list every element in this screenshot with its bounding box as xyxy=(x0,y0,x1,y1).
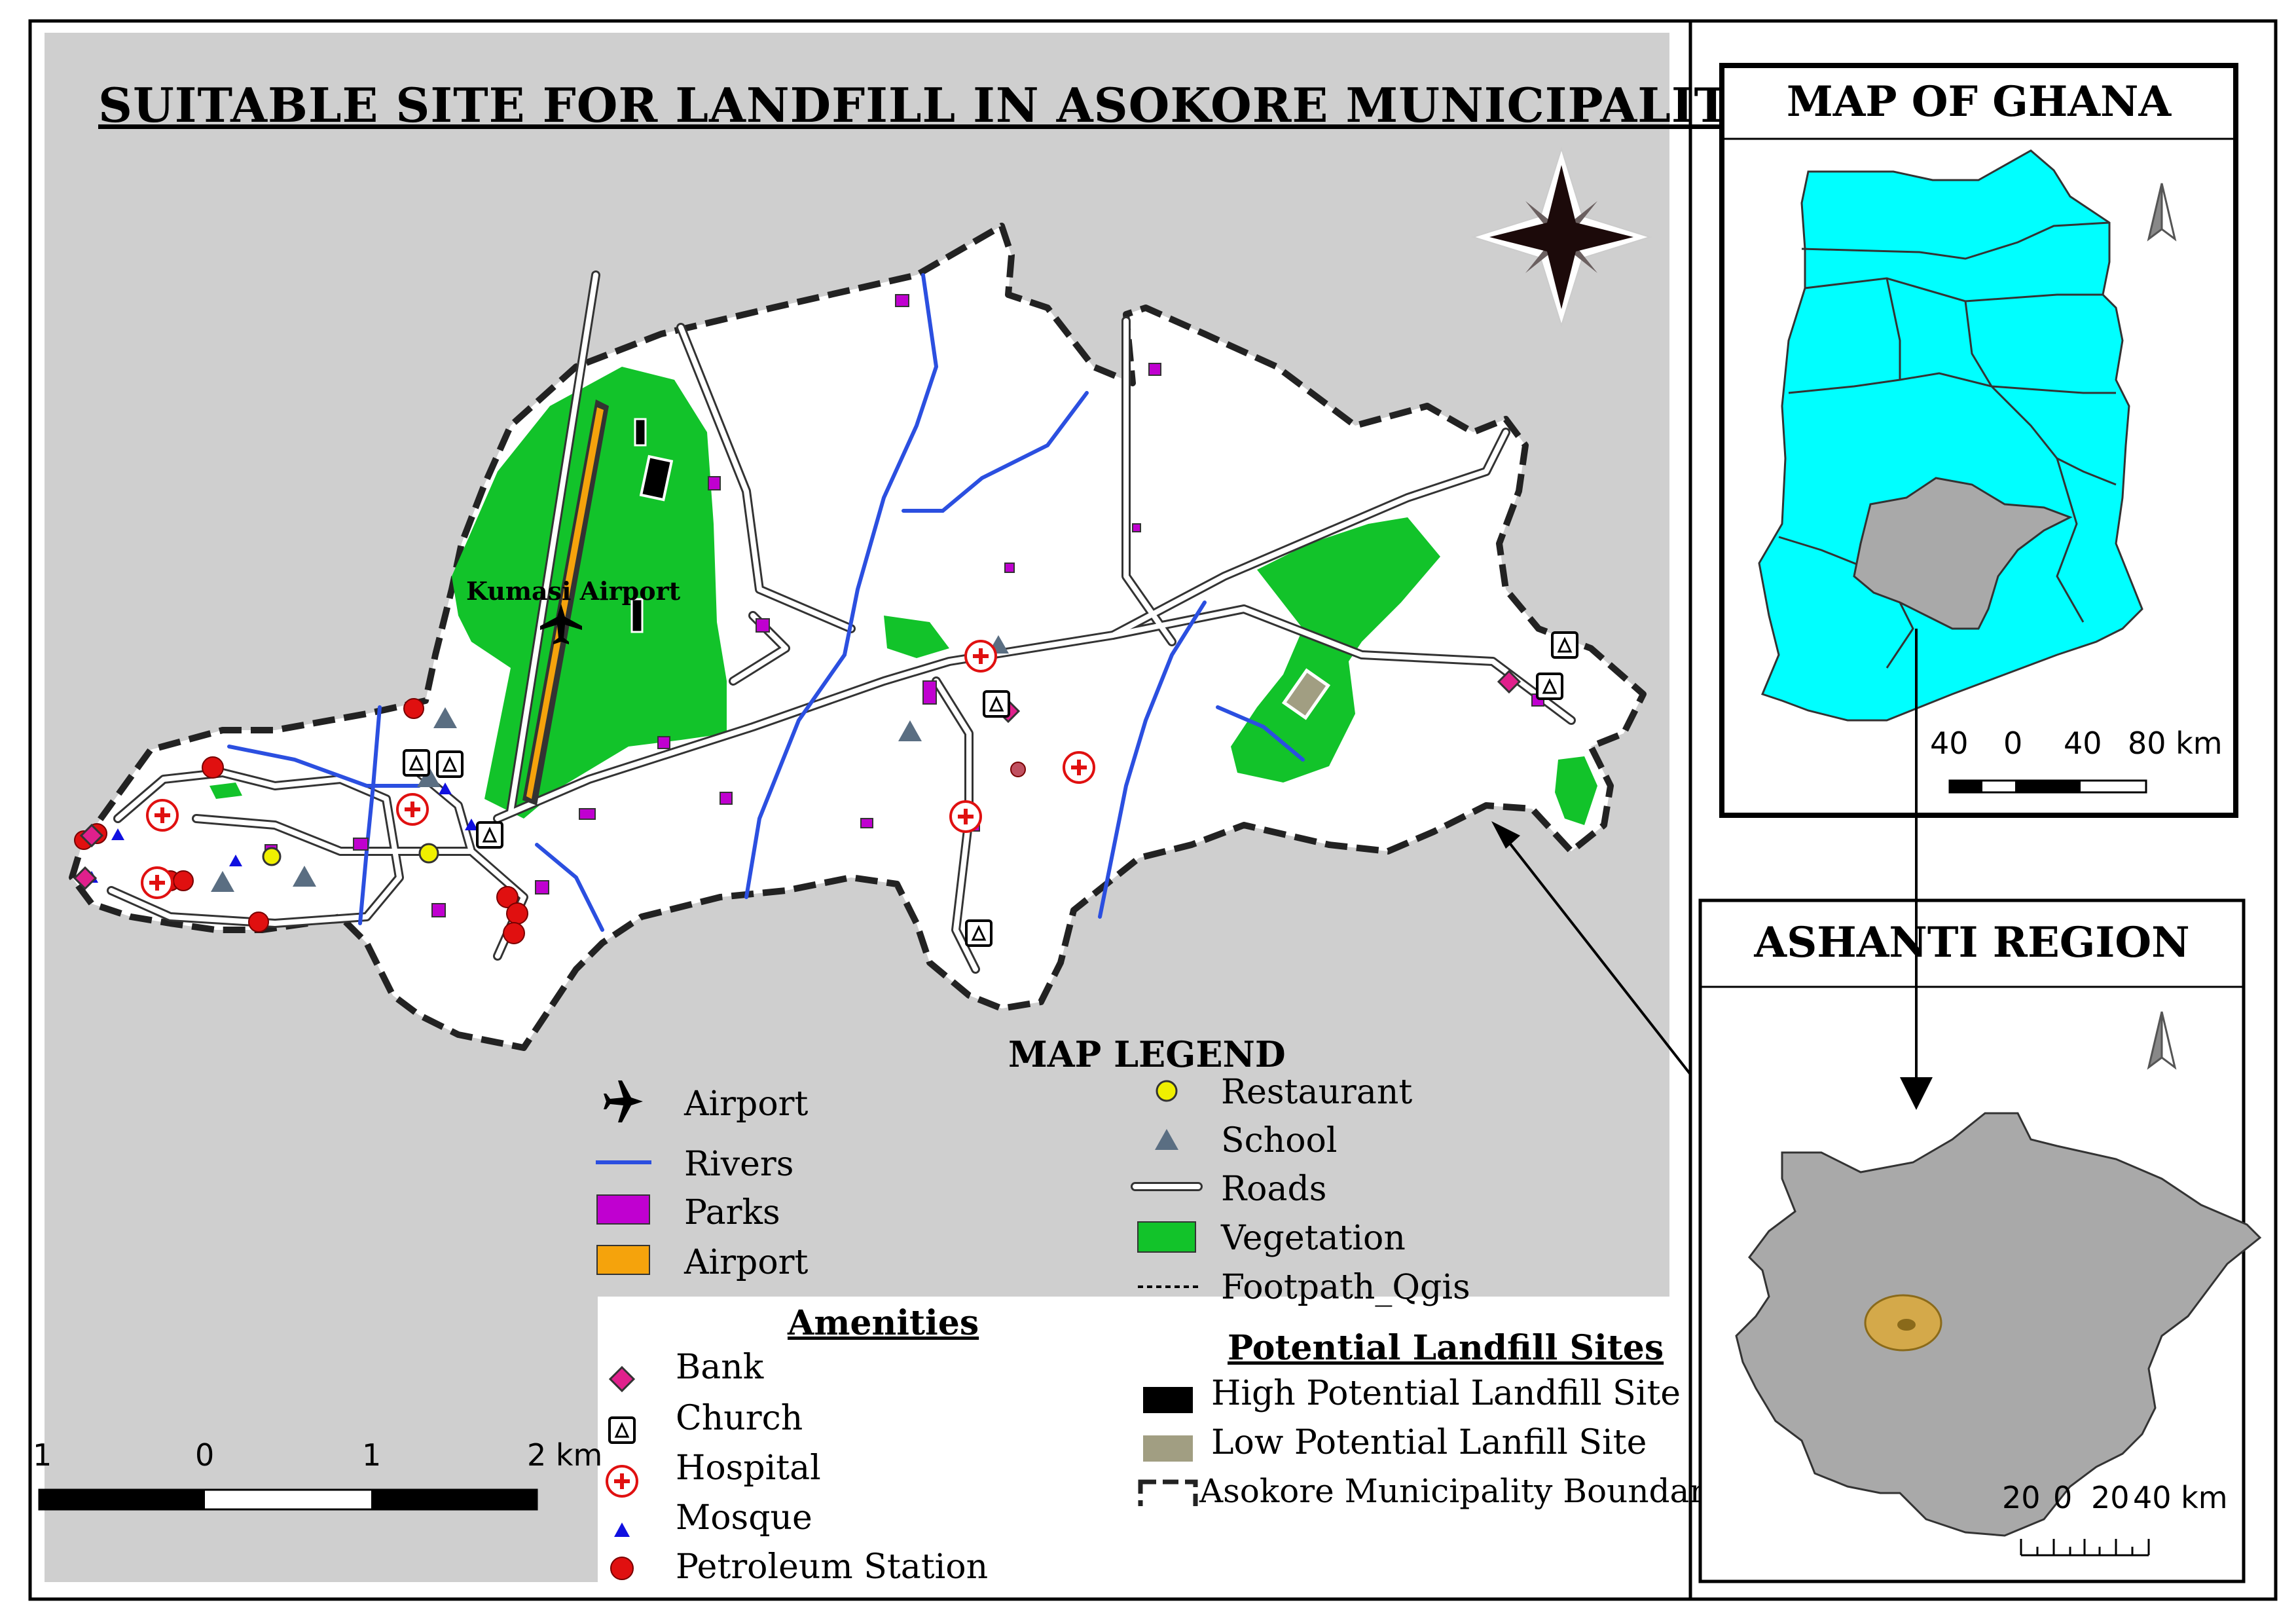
legend-restaurant-label: Restaurant xyxy=(1221,1073,1413,1112)
main-map xyxy=(45,33,1690,1582)
connector-arrow-head xyxy=(1900,1077,1933,1110)
ashanti-scale-bar xyxy=(2020,1539,2150,1557)
vegetation-swatch xyxy=(1137,1221,1196,1253)
bank-icon xyxy=(608,1365,636,1393)
locator-arrow xyxy=(1491,821,1690,1077)
ashanti-inset xyxy=(1698,864,2262,1583)
main-scale-bar xyxy=(38,1488,538,1511)
legend-high-landfill-label: High Potential Landfill Site xyxy=(1211,1374,1681,1413)
ghana-inset-title: MAP OF GHANA xyxy=(1786,77,2172,126)
legend-school-label: School xyxy=(1221,1121,1338,1160)
ashanti-scale-label-2: 0 xyxy=(2053,1480,2073,1515)
airport-map-label: Kumasi Airport xyxy=(466,576,681,606)
high-landfill-sites xyxy=(630,418,674,633)
airport-map-icon xyxy=(540,604,582,644)
main-scale-label-4: 2 km xyxy=(527,1437,603,1473)
legend-title: MAP LEGEND xyxy=(1008,1033,1286,1075)
legend-parks-label: Parks xyxy=(684,1193,780,1232)
mosque-icon xyxy=(614,1522,630,1537)
low-landfill-swatch xyxy=(1143,1435,1193,1462)
ghana-inset xyxy=(1719,63,2238,864)
high-landfill-swatch xyxy=(1143,1387,1193,1413)
school-icon xyxy=(1155,1129,1178,1150)
legend-left-symbols xyxy=(596,1080,651,1580)
park-swatch xyxy=(596,1194,650,1225)
hospital-icon xyxy=(606,1465,638,1498)
church-markers xyxy=(403,631,1578,947)
landfill-title: Potential Landfill Sites xyxy=(1228,1328,1664,1368)
map-title: SUITABLE SITE FOR LANDFILL IN ASOKORE MU… xyxy=(98,77,1764,133)
legend-low-landfill-label: Low Potential Lanfill Site xyxy=(1211,1423,1647,1462)
airplane-icon xyxy=(604,1080,643,1122)
legend-hospital-label: Hospital xyxy=(676,1449,821,1488)
ghana-scale-label-3: 40 xyxy=(2064,726,2102,761)
low-landfill-site xyxy=(1281,668,1331,720)
legend-rivers-label: Rivers xyxy=(684,1145,794,1184)
restaurant-markers xyxy=(262,843,439,866)
ghana-north-arrow-icon xyxy=(2147,183,2177,242)
ghana-scale-label-1: 40 xyxy=(1930,726,1969,761)
boundary-swatch xyxy=(1138,1479,1198,1506)
petroleum-icon xyxy=(610,1557,634,1580)
ghana-scale-label-2: 0 xyxy=(2003,726,2023,761)
main-scale-label-1: 1 xyxy=(33,1437,52,1473)
ashanti-scale-label-1: 20 xyxy=(2002,1480,2041,1515)
airport-swatch xyxy=(596,1245,650,1275)
road-network xyxy=(107,270,1576,974)
main-scale-label-2: 0 xyxy=(195,1437,215,1473)
ashanti-scale-label-3: 20 xyxy=(2091,1480,2130,1515)
ashanti-highlight xyxy=(1853,477,2073,630)
legend-church-label: Church xyxy=(676,1399,803,1438)
legend-boundary-label: Asokore Municipality Boundary xyxy=(1199,1472,1724,1510)
legend-bank-label: Bank xyxy=(676,1348,764,1387)
ashanti-scale-label-4: 40 km xyxy=(2133,1480,2228,1515)
river-lines xyxy=(227,273,1305,932)
amenities-title: Amenities xyxy=(788,1303,979,1343)
legend-mosque-label: Mosque xyxy=(676,1498,812,1538)
ghana-shape xyxy=(1758,149,2143,722)
church-icon xyxy=(608,1416,636,1444)
ashanti-north-arrow-icon xyxy=(2147,1011,2177,1070)
airport-runway xyxy=(522,399,609,805)
ashanti-inset-title: ASHANTI REGION xyxy=(1754,918,2190,967)
main-scale-label-3: 1 xyxy=(362,1437,382,1473)
legend-vegetation-label: Vegetation xyxy=(1221,1219,1406,1258)
ghana-scale-label-4: 80 km xyxy=(2128,726,2223,761)
ashanti-shape xyxy=(1735,1112,2262,1537)
legend-airport-label: Airport xyxy=(684,1084,809,1124)
legend-airport-area-label: Airport xyxy=(684,1243,809,1282)
legend-roads-label: Roads xyxy=(1221,1170,1327,1209)
legend-petroleum-label: Petroleum Station xyxy=(676,1547,989,1587)
hospital-markers xyxy=(141,640,1095,899)
legend-right-symbols xyxy=(1131,1080,1203,1506)
legend-footpath-label: Footpath_Qgis xyxy=(1221,1268,1470,1307)
compass-rose-icon xyxy=(1470,146,1652,328)
restaurant-icon xyxy=(1156,1080,1178,1102)
